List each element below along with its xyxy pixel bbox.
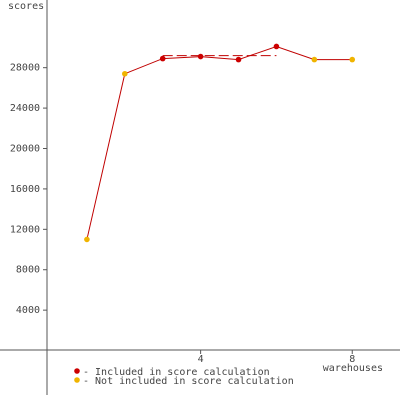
y-tick-label: 4000 <box>16 305 40 316</box>
data-point <box>311 56 318 63</box>
y-tick-label: 24000 <box>10 103 40 114</box>
data-point <box>235 56 242 63</box>
data-point <box>159 55 166 62</box>
data-point <box>197 53 204 60</box>
data-point <box>273 43 280 50</box>
legend-marker <box>74 377 80 383</box>
y-tick-label: 12000 <box>10 224 40 235</box>
legend-label: - Included in score calculation <box>83 367 270 378</box>
x-tick-label: 8 <box>349 354 355 365</box>
legend-label: - Not included in score calculation <box>83 376 294 387</box>
legend-marker <box>74 368 80 374</box>
x-axis-label: warehouses <box>323 363 383 374</box>
y-axis-label: scores <box>8 1 44 12</box>
data-point <box>84 236 90 243</box>
y-tick-label: 20000 <box>10 144 40 155</box>
data-point <box>349 56 356 63</box>
data-line <box>86 45 353 240</box>
y-tick-label: 8000 <box>16 265 40 276</box>
x-tick-label: 4 <box>198 354 204 365</box>
y-tick-label: 16000 <box>10 184 40 195</box>
y-tick-label: 28000 <box>10 63 40 74</box>
data-point <box>122 70 128 77</box>
